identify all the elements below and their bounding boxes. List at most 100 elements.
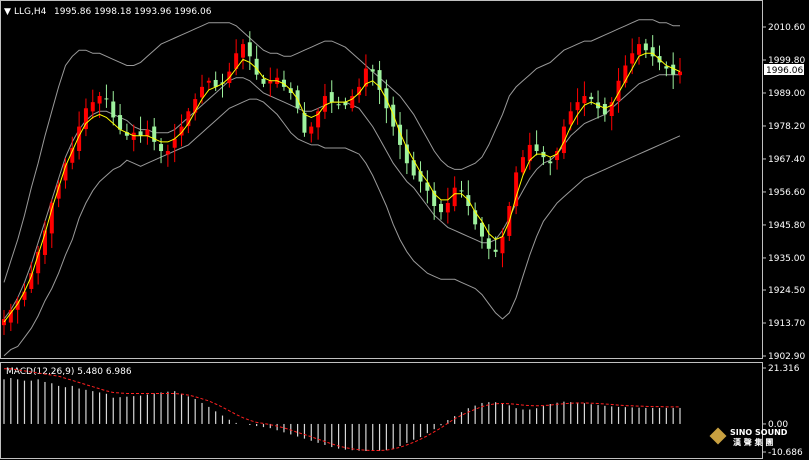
price-panel-frame bbox=[0, 0, 763, 359]
candle-body bbox=[493, 249, 498, 252]
candle-body bbox=[609, 102, 614, 117]
current-price-label: 1996.06 bbox=[766, 66, 803, 76]
candle-body bbox=[220, 82, 225, 84]
candle-body bbox=[193, 99, 198, 113]
candle-body bbox=[555, 151, 560, 161]
price-tick-label: 1924.50 bbox=[768, 286, 805, 296]
candle-body bbox=[398, 124, 403, 145]
candle-body bbox=[42, 230, 47, 255]
candle-body bbox=[49, 202, 54, 234]
price-tick-label: 1978.20 bbox=[768, 122, 805, 132]
candle-body bbox=[77, 126, 82, 151]
candle-body bbox=[527, 144, 532, 162]
macd-tick-label: -10.686 bbox=[768, 448, 803, 458]
candle-body bbox=[8, 309, 13, 323]
candle-body bbox=[90, 102, 95, 112]
macd-tick-label: 0.00 bbox=[768, 420, 788, 430]
current-price-marker: 1996.06 bbox=[764, 64, 804, 76]
candle-body bbox=[357, 86, 362, 96]
candle-body bbox=[616, 80, 621, 102]
candle-body bbox=[602, 103, 607, 115]
candle-body bbox=[548, 161, 553, 164]
candle-body bbox=[589, 96, 594, 100]
candle-body bbox=[534, 144, 539, 152]
candle-body bbox=[186, 111, 191, 127]
price-tick-label: 1989.00 bbox=[768, 89, 805, 99]
candle-body bbox=[377, 70, 382, 90]
candle-body bbox=[452, 187, 457, 207]
ma-line bbox=[3, 52, 681, 323]
candle-body bbox=[329, 92, 334, 103]
candle-body bbox=[561, 126, 566, 154]
candle-body bbox=[179, 126, 184, 136]
candle-body bbox=[514, 172, 519, 207]
price-tick-label: 1902.90 bbox=[768, 352, 805, 362]
candle-body bbox=[97, 96, 102, 104]
candle-body bbox=[568, 111, 573, 125]
ohlc-values: 1995.86 1998.18 1993.96 1996.06 bbox=[54, 7, 212, 17]
price-tick-label: 2010.60 bbox=[768, 23, 805, 33]
candle-body bbox=[336, 104, 341, 106]
middle-line bbox=[3, 74, 680, 320]
candle-body bbox=[268, 80, 273, 84]
candle-body bbox=[322, 96, 327, 112]
candle-body bbox=[370, 69, 375, 72]
candle-body bbox=[316, 111, 321, 128]
candle-body bbox=[200, 86, 205, 98]
candle-body bbox=[145, 129, 150, 137]
candle-body bbox=[118, 115, 123, 130]
candle-body bbox=[213, 79, 218, 87]
lower-band-line bbox=[3, 98, 681, 357]
candle-body bbox=[36, 251, 41, 274]
collapse-arrow-icon[interactable]: ▼ bbox=[4, 7, 11, 17]
price-tick-label: 1945.80 bbox=[768, 221, 805, 231]
macd-axis: 21.316 0.00 -10.686 bbox=[762, 364, 803, 458]
candle-body bbox=[83, 108, 88, 130]
macd-tick-label: 21.316 bbox=[768, 364, 800, 374]
candle-body bbox=[343, 101, 348, 106]
candle-body bbox=[309, 126, 314, 134]
candle-body bbox=[479, 222, 484, 237]
candle-body bbox=[234, 53, 239, 69]
candle-body bbox=[445, 202, 450, 213]
candle-body bbox=[22, 291, 27, 300]
candle-body bbox=[623, 65, 628, 83]
candle-body bbox=[411, 160, 416, 176]
price-tick-label: 1935.00 bbox=[768, 254, 805, 264]
candle-body bbox=[172, 138, 177, 148]
price-tick-label: 1913.70 bbox=[768, 319, 805, 329]
price-tick-label: 1956.60 bbox=[768, 188, 805, 198]
candle-body bbox=[104, 98, 109, 100]
signal-line bbox=[4, 368, 680, 451]
candle-body bbox=[671, 64, 676, 75]
logo-diamond-icon bbox=[709, 427, 727, 445]
candle-body bbox=[240, 44, 245, 58]
candle-body bbox=[302, 112, 307, 133]
macd-panel-frame bbox=[0, 362, 763, 459]
macd-histogram bbox=[3, 378, 681, 451]
candle-body bbox=[363, 68, 368, 87]
candle-body bbox=[637, 44, 642, 55]
candle-body bbox=[206, 80, 211, 83]
candle-body bbox=[643, 43, 648, 51]
candle-body bbox=[432, 190, 437, 207]
candle-body bbox=[486, 238, 491, 249]
moving-average bbox=[3, 52, 681, 323]
candle-body bbox=[678, 71, 682, 76]
candle-body bbox=[247, 42, 252, 57]
candle-body bbox=[261, 78, 266, 84]
candle-body bbox=[159, 144, 164, 152]
candle-body bbox=[575, 102, 580, 111]
candle-body bbox=[425, 182, 430, 191]
price-axis: 2010.60 1999.80 1989.00 1978.20 1967.40 1956.… bbox=[762, 23, 805, 362]
price-tick-label: 1967.40 bbox=[768, 155, 805, 165]
candle-body bbox=[459, 190, 464, 192]
candle-body bbox=[29, 273, 34, 289]
candle-body bbox=[582, 96, 587, 104]
candle-body bbox=[473, 210, 478, 225]
candle-body bbox=[63, 163, 68, 181]
logo-line2: 漢 聲 集 團 bbox=[733, 437, 773, 447]
candle-body bbox=[650, 47, 655, 57]
price-tick-label: 1999.80 bbox=[768, 56, 805, 66]
